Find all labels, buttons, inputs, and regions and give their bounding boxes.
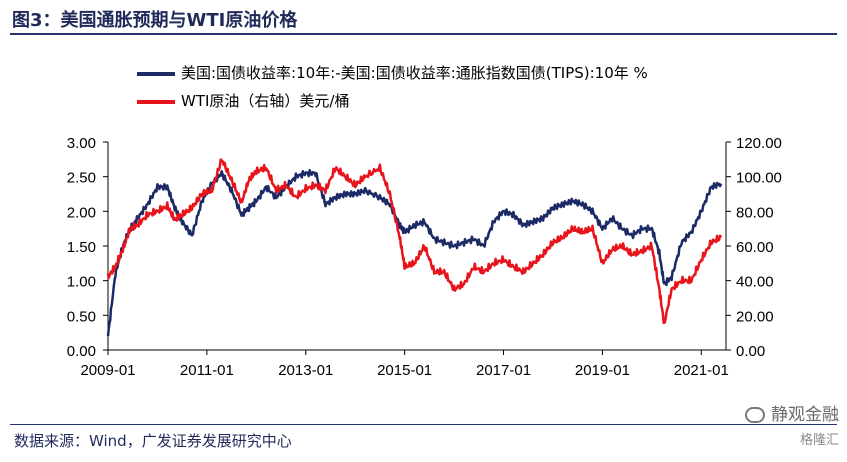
legend-swatch-breakeven bbox=[137, 71, 175, 76]
y-right-tick-label: 120.00 bbox=[736, 135, 782, 152]
x-tick-label: 2011-01 bbox=[180, 362, 234, 379]
y-right-tick-label: 40.00 bbox=[736, 274, 774, 291]
legend-label-wti: WTI原油（右轴）美元/桶 bbox=[181, 92, 350, 110]
chart-title: 图3：美国通胀预期与WTI原油价格 bbox=[12, 10, 298, 31]
wechat-icon bbox=[745, 407, 765, 423]
legend-item-breakeven: 美国:国债收益率:10年:-美国:国债收益率:通胀指数国债(TIPS):10年 … bbox=[137, 62, 648, 83]
watermark-line2: 格隆汇 bbox=[799, 433, 839, 448]
y-right-tick-label: 100.00 bbox=[736, 170, 782, 187]
x-tick-label: 2015-01 bbox=[377, 362, 432, 379]
y-right-tick-label: 20.00 bbox=[736, 308, 774, 325]
y-left-tick-label: 1.50 bbox=[67, 239, 96, 256]
legend-label-breakeven: 美国:国债收益率:10年:-美国:国债收益率:通胀指数国债(TIPS):10年 … bbox=[181, 64, 648, 82]
y-left-tick-label: 0.50 bbox=[67, 308, 96, 325]
watermark-line1: 静观金融 bbox=[771, 405, 839, 425]
series-line-breakeven bbox=[106, 168, 723, 337]
y-left-tick-label: 2.00 bbox=[67, 204, 96, 221]
series-line-wti bbox=[106, 158, 723, 325]
watermark: 静观金融 格隆汇 bbox=[745, 400, 839, 448]
y-left-tick-label: 2.50 bbox=[67, 170, 96, 187]
y-right-tick-label: 80.00 bbox=[736, 204, 774, 221]
legend-item-wti: WTI原油（右轴）美元/桶 bbox=[137, 90, 349, 111]
y-left-tick-label: 1.00 bbox=[67, 274, 96, 291]
legend-swatch-wti bbox=[137, 99, 175, 104]
x-tick-label: 2009-01 bbox=[80, 362, 135, 379]
y-left-tick-label: 0.00 bbox=[67, 343, 96, 360]
y-right-tick-label: 60.00 bbox=[736, 239, 774, 256]
source-divider bbox=[10, 424, 837, 425]
y-left-tick-label: 3.00 bbox=[67, 135, 96, 152]
x-tick-label: 2017-01 bbox=[476, 362, 531, 379]
source-note: 数据来源：Wind，广发证券发展研究中心 bbox=[14, 432, 292, 450]
x-tick-label: 2019-01 bbox=[575, 362, 630, 379]
title-divider bbox=[10, 33, 837, 35]
x-tick-label: 2013-01 bbox=[278, 362, 333, 379]
y-right-tick-label: 0.00 bbox=[736, 343, 765, 360]
x-tick-label: 2021-01 bbox=[674, 362, 729, 379]
